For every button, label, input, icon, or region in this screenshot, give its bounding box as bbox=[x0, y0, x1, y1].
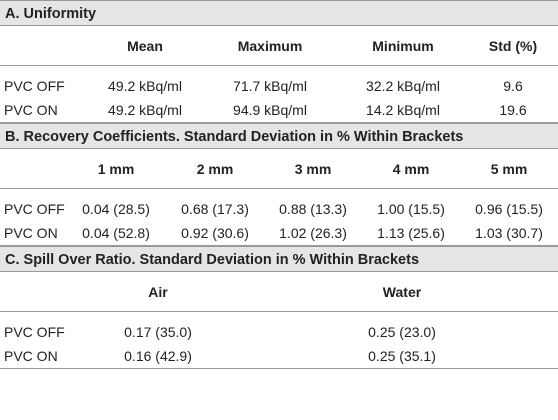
uniformity-gap-cell bbox=[0, 66, 558, 75]
table-row: PVC ON 0.16 (42.9) 0.25 (35.1) bbox=[0, 344, 558, 369]
table-cell: 0.88 (13.3) bbox=[279, 201, 347, 217]
table-cell: 0.17 (35.0) bbox=[124, 324, 192, 340]
uniformity-col-std: Std (%) bbox=[468, 26, 558, 66]
uniformity-table: Mean Maximum Minimum Std (%) PVC OFF 49.… bbox=[0, 26, 558, 123]
table-cell: 19.6 bbox=[468, 98, 558, 123]
table-cell: 0.25 (23.0) bbox=[368, 324, 436, 340]
spillover-gap-cell bbox=[0, 312, 558, 321]
table-cell: 1.00 (15.5) bbox=[377, 201, 445, 217]
table-row: PVC OFF 0.04 (28.5) 0.68 (17.3) 0.88 (13… bbox=[0, 197, 558, 221]
row-label: PVC OFF bbox=[4, 324, 65, 340]
recovery-table: 1 mm 2 mm 3 mm 4 mm 5 mm PVC OFF 0.04 (2… bbox=[0, 149, 558, 246]
uniformity-col-minimum: Minimum bbox=[338, 26, 468, 66]
table-cell: 1.13 (25.6) bbox=[362, 221, 460, 246]
recovery-col-1mm: 1 mm bbox=[66, 149, 166, 189]
spillover-gap bbox=[0, 312, 558, 321]
table-cell: 0.16 (42.9) bbox=[70, 344, 246, 369]
recovery-gap bbox=[0, 189, 558, 198]
table-cell: 1.02 (26.3) bbox=[264, 221, 362, 246]
recovery-col-4mm: 4 mm bbox=[362, 149, 460, 189]
spillover-title: C. Spill Over Ratio. Standard Deviation … bbox=[0, 246, 558, 272]
recovery-title: B. Recovery Coefficients. Standard Devia… bbox=[0, 123, 558, 149]
table-cell: 0.92 (30.6) bbox=[166, 221, 264, 246]
table-row: PVC ON 49.2 kBq/ml 94.9 kBq/ml 14.2 kBq/… bbox=[0, 98, 558, 123]
uniformity-gap bbox=[0, 66, 558, 75]
table-row: PVC OFF 49.2 kBq/ml 71.7 kBq/ml 32.2 kBq… bbox=[0, 74, 558, 98]
spillover-header-blank bbox=[0, 272, 70, 312]
spillover-col-water: Water bbox=[246, 272, 558, 312]
recovery-col-5mm: 5 mm bbox=[460, 149, 558, 189]
row-label: PVC ON bbox=[0, 98, 88, 123]
spillover-header-row: Air Water bbox=[0, 272, 558, 312]
table-cell: 32.2 kBq/ml bbox=[366, 78, 440, 94]
uniformity-section: A. Uniformity Mean Maximum Minimum Std (… bbox=[0, 0, 558, 123]
uniformity-col-maximum: Maximum bbox=[202, 26, 338, 66]
spillover-section: C. Spill Over Ratio. Standard Deviation … bbox=[0, 246, 558, 369]
uniformity-header-row: Mean Maximum Minimum Std (%) bbox=[0, 26, 558, 66]
uniformity-title: A. Uniformity bbox=[0, 0, 558, 26]
recovery-header-row: 1 mm 2 mm 3 mm 4 mm 5 mm bbox=[0, 149, 558, 189]
table-cell: 9.6 bbox=[503, 78, 523, 94]
table-cell: 49.2 kBq/ml bbox=[108, 78, 182, 94]
table-cell: 0.68 (17.3) bbox=[181, 201, 249, 217]
table-cell: 0.96 (15.5) bbox=[475, 201, 543, 217]
recovery-gap-cell bbox=[0, 189, 558, 198]
recovery-col-3mm: 3 mm bbox=[264, 149, 362, 189]
table-cell: 0.25 (35.1) bbox=[246, 344, 558, 369]
table-cell: 14.2 kBq/ml bbox=[338, 98, 468, 123]
uniformity-col-mean: Mean bbox=[88, 26, 202, 66]
spillover-col-air: Air bbox=[70, 272, 246, 312]
row-label: PVC ON bbox=[0, 344, 70, 369]
recovery-header-blank bbox=[0, 149, 66, 189]
recovery-section: B. Recovery Coefficients. Standard Devia… bbox=[0, 123, 558, 246]
table-row: PVC ON 0.04 (52.8) 0.92 (30.6) 1.02 (26.… bbox=[0, 221, 558, 246]
spillover-table: Air Water PVC OFF 0.17 (35.0) 0.25 (23.0… bbox=[0, 272, 558, 369]
row-label: PVC OFF bbox=[4, 201, 65, 217]
recovery-col-2mm: 2 mm bbox=[166, 149, 264, 189]
table-cell: 1.03 (30.7) bbox=[460, 221, 558, 246]
uniformity-header-blank bbox=[0, 26, 88, 66]
table-cell: 49.2 kBq/ml bbox=[88, 98, 202, 123]
row-label: PVC OFF bbox=[4, 78, 65, 94]
table-cell: 71.7 kBq/ml bbox=[233, 78, 307, 94]
table-cell: 94.9 kBq/ml bbox=[202, 98, 338, 123]
table-cell: 0.04 (28.5) bbox=[82, 201, 150, 217]
row-label: PVC ON bbox=[0, 221, 66, 246]
table-cell: 0.04 (52.8) bbox=[66, 221, 166, 246]
table-row: PVC OFF 0.17 (35.0) 0.25 (23.0) bbox=[0, 320, 558, 344]
